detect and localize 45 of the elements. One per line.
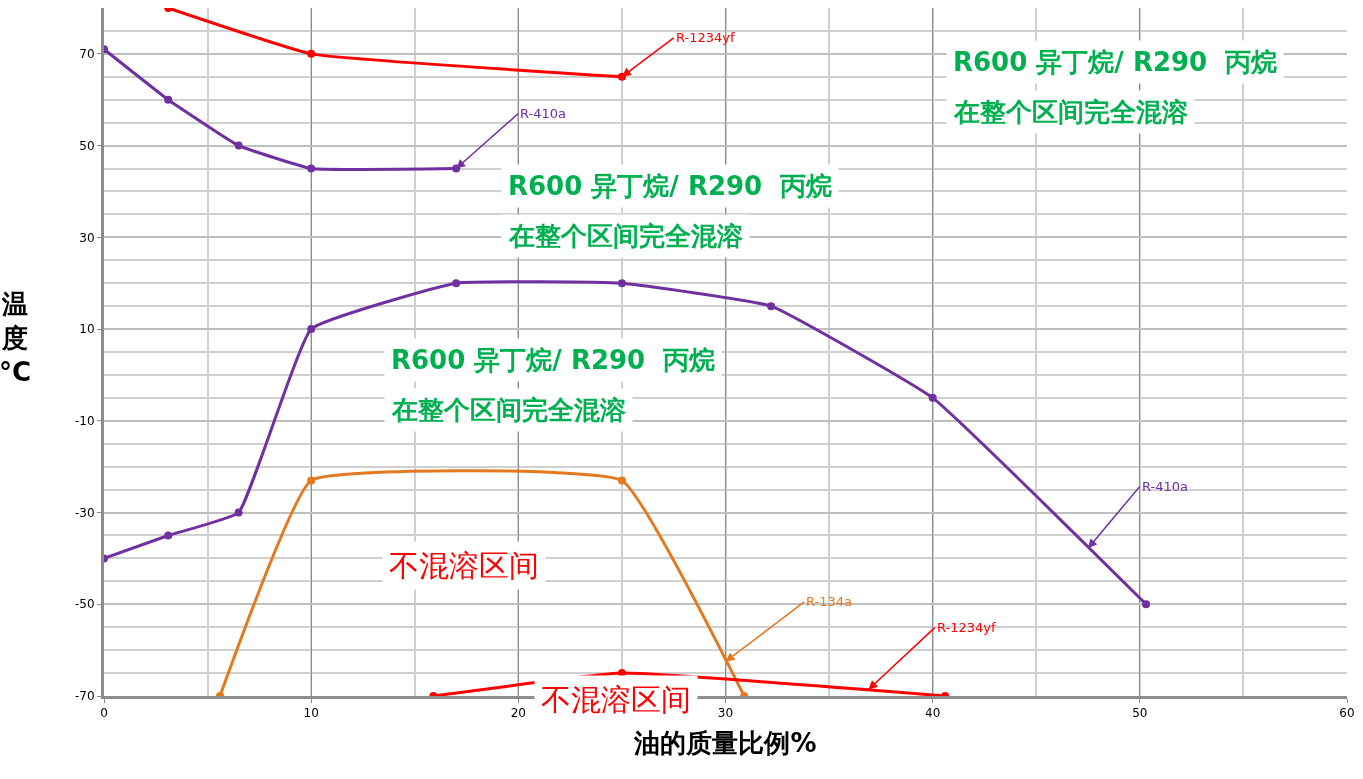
annotation: R600 异丁烷/ R290 丙烷 bbox=[953, 47, 1278, 77]
x-tick-label: 0 bbox=[100, 706, 108, 721]
y-tick-label: 70 bbox=[79, 47, 95, 62]
annotation: R600 异丁烷/ R290 丙烷 bbox=[391, 345, 716, 375]
point bbox=[307, 49, 316, 58]
annotation: R-1234yf bbox=[676, 30, 735, 45]
y-tick-label: -70 bbox=[74, 689, 95, 704]
point bbox=[234, 141, 243, 150]
x-tick-label: 20 bbox=[510, 706, 526, 721]
point bbox=[617, 279, 626, 288]
y-tick-label: 10 bbox=[79, 322, 95, 337]
annotation: 在整个区间完全混溶 bbox=[953, 97, 1188, 127]
annotation: R-1234yf bbox=[937, 620, 996, 635]
point bbox=[234, 508, 243, 517]
point bbox=[452, 279, 461, 288]
point bbox=[617, 72, 626, 81]
x-tick-label: 60 bbox=[1339, 706, 1355, 721]
annotation: 不混溶区间 bbox=[389, 548, 539, 583]
annotation: 不混溶区间 bbox=[541, 682, 691, 717]
x-tick-label: 50 bbox=[1132, 706, 1148, 721]
annotation: R-410a bbox=[1142, 479, 1188, 494]
point bbox=[164, 95, 173, 104]
x-tick-label: 40 bbox=[925, 706, 941, 721]
point bbox=[307, 476, 316, 485]
y-tick-label: 30 bbox=[79, 230, 95, 245]
y-tick-label: 50 bbox=[79, 138, 95, 153]
point bbox=[164, 531, 173, 540]
annotation: R-410a bbox=[520, 106, 566, 121]
x-axis-title: 油的质量比例% bbox=[633, 728, 817, 759]
annotation: R-134a bbox=[806, 594, 852, 609]
point bbox=[617, 476, 626, 485]
annotation: R600 异丁烷/ R290 丙烷 bbox=[508, 171, 833, 201]
x-tick-label: 30 bbox=[717, 706, 734, 721]
y-tick-label: -10 bbox=[74, 414, 95, 428]
y-tick-label: -50 bbox=[74, 597, 95, 612]
point bbox=[767, 302, 776, 311]
y-axis-title: 温度°C bbox=[0, 289, 32, 387]
point bbox=[307, 325, 316, 334]
point bbox=[307, 164, 316, 173]
point bbox=[928, 393, 937, 402]
point bbox=[1142, 600, 1151, 609]
x-tick-label: 10 bbox=[303, 706, 319, 721]
y-tick-label: -30 bbox=[74, 505, 95, 520]
annotation: 在整个区间完全混溶 bbox=[508, 221, 743, 251]
annotation: 在整个区间完全混溶 bbox=[391, 395, 626, 425]
